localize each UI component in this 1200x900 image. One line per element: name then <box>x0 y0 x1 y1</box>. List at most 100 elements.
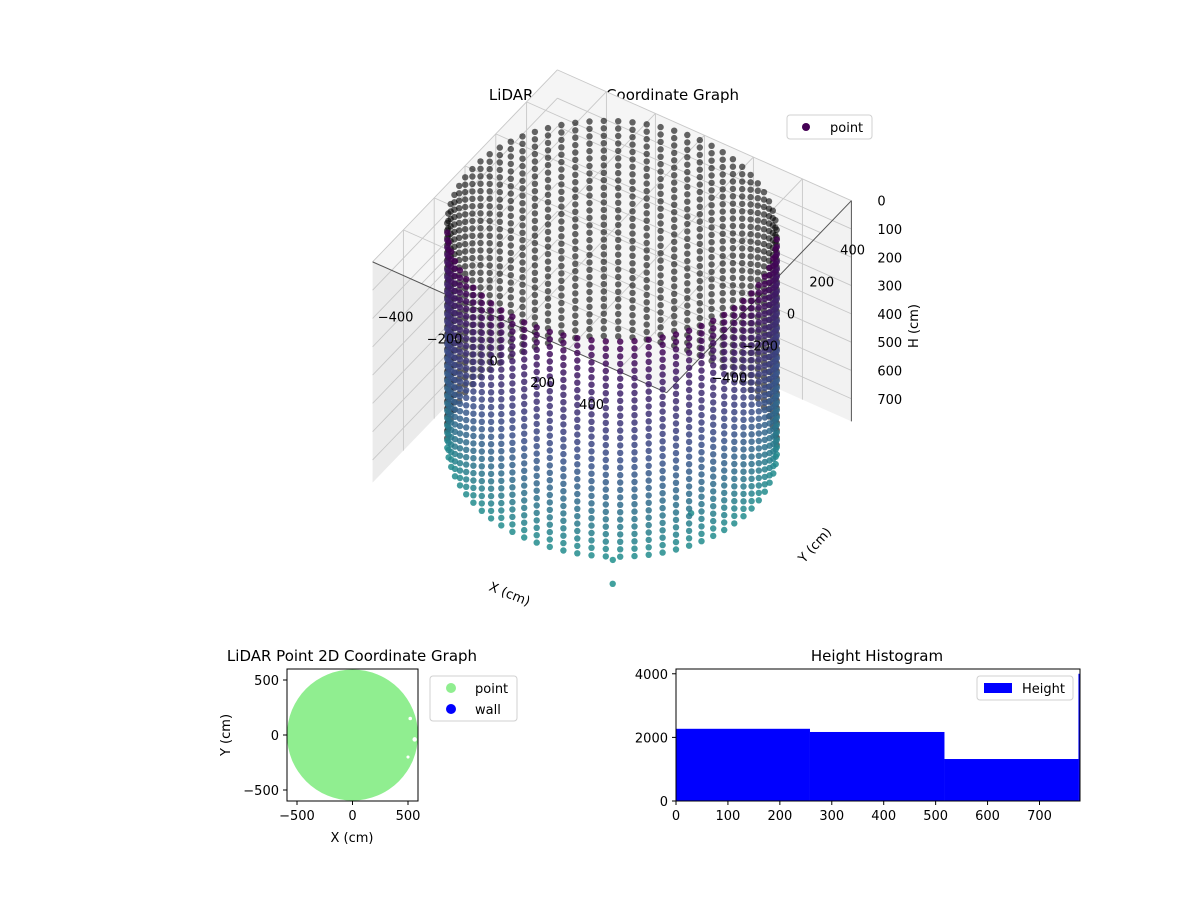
lidar-point <box>509 358 516 365</box>
lidar-point <box>588 544 595 551</box>
lidar-point <box>748 312 755 319</box>
lidar-point <box>600 288 607 295</box>
lidar-point <box>659 534 666 541</box>
lidar-point <box>766 405 773 412</box>
lidar-point <box>773 236 780 243</box>
lidar-point <box>755 400 762 408</box>
lidar-point <box>615 333 622 340</box>
lidar-point <box>509 380 516 387</box>
lidar-point <box>478 448 485 455</box>
lidar-point <box>672 360 680 368</box>
lidar-point <box>478 307 485 314</box>
lidar-point <box>631 486 638 493</box>
lidar-point <box>560 391 567 398</box>
lidar-point <box>754 254 761 261</box>
lidar-point <box>754 224 761 231</box>
lidar-point <box>544 206 552 213</box>
lidar-point <box>710 406 717 413</box>
lidar-point <box>629 267 636 274</box>
lidar-point <box>507 264 514 271</box>
lidar-point <box>761 406 768 414</box>
lidar-point <box>615 273 622 281</box>
lidar-point <box>766 264 773 271</box>
lidar-point <box>574 520 581 527</box>
lidar-point <box>519 259 526 266</box>
lidar-point <box>486 188 493 195</box>
lidar-point <box>602 545 609 553</box>
lidar-point <box>731 357 738 364</box>
lidar-point <box>507 153 514 160</box>
lidar-point <box>478 500 485 507</box>
lidar-point <box>602 471 609 478</box>
lidar-point <box>729 200 737 207</box>
lidar-point <box>463 327 470 335</box>
lidar-point <box>509 506 516 513</box>
lidar-point <box>617 449 624 457</box>
lidar-point <box>755 289 762 296</box>
lidar-point <box>708 246 715 253</box>
lidar-point <box>770 255 777 262</box>
lidar-point <box>521 348 528 356</box>
lidar-point <box>507 272 514 279</box>
lidar-point <box>643 180 650 187</box>
lidar-point <box>755 445 762 452</box>
lidar-point <box>462 211 469 218</box>
lidar-point <box>574 424 581 431</box>
lidar-point <box>586 303 593 311</box>
lidar-point <box>643 269 650 276</box>
lidar-point <box>470 351 477 358</box>
lidar-point <box>615 214 622 221</box>
lidar-point <box>731 446 738 453</box>
lidar-point <box>487 389 495 396</box>
lidar-point <box>643 276 650 284</box>
lidar-point <box>448 248 455 255</box>
scatter-2d-plot-area <box>287 669 418 801</box>
lidar-point <box>470 299 477 306</box>
lidar-point <box>731 505 738 512</box>
lidar-point <box>470 440 477 447</box>
lidar-point <box>615 125 622 132</box>
lidar-point <box>498 499 505 507</box>
lidar-point <box>710 384 717 391</box>
lidar-point <box>629 185 636 193</box>
lidar-point <box>456 296 464 304</box>
lidar-point <box>544 161 552 169</box>
lidar-point <box>456 356 464 363</box>
lidar-point <box>451 384 459 391</box>
lidar-point <box>572 156 579 164</box>
lidar-point <box>645 470 652 477</box>
lidar-point <box>487 366 495 374</box>
lidar-point <box>657 242 664 249</box>
lidar-point <box>719 201 726 208</box>
lidar-point <box>760 211 768 218</box>
lidar-point <box>721 467 728 474</box>
lidar-point <box>533 428 540 435</box>
lidar-point <box>766 442 773 449</box>
lidar-point <box>659 438 666 445</box>
lidar-point <box>739 193 746 200</box>
lidar-point <box>659 482 666 489</box>
lidar-point <box>685 409 693 416</box>
lidar-point <box>586 155 593 162</box>
lidar-point <box>755 341 762 348</box>
lidar-point <box>698 471 705 478</box>
x-tick-label-3d: −200 <box>427 332 463 347</box>
lidar-point <box>486 217 493 225</box>
lidar-point <box>498 344 505 351</box>
grid-z-back <box>557 69 852 202</box>
lidar-point <box>615 192 622 199</box>
lidar-point <box>643 328 650 336</box>
lidar-point <box>631 449 638 456</box>
lidar-point <box>600 177 607 184</box>
lidar-point <box>761 444 768 451</box>
lidar-point <box>600 280 607 288</box>
lidar-point <box>521 467 528 474</box>
lidar-point <box>574 513 581 520</box>
lidar-point <box>477 232 484 239</box>
lidar-point <box>519 155 526 162</box>
lidar-point <box>463 491 470 498</box>
lidar-point <box>602 360 609 367</box>
lidar-point <box>659 415 666 423</box>
lidar-point <box>496 240 503 248</box>
lidar-point <box>531 314 539 321</box>
